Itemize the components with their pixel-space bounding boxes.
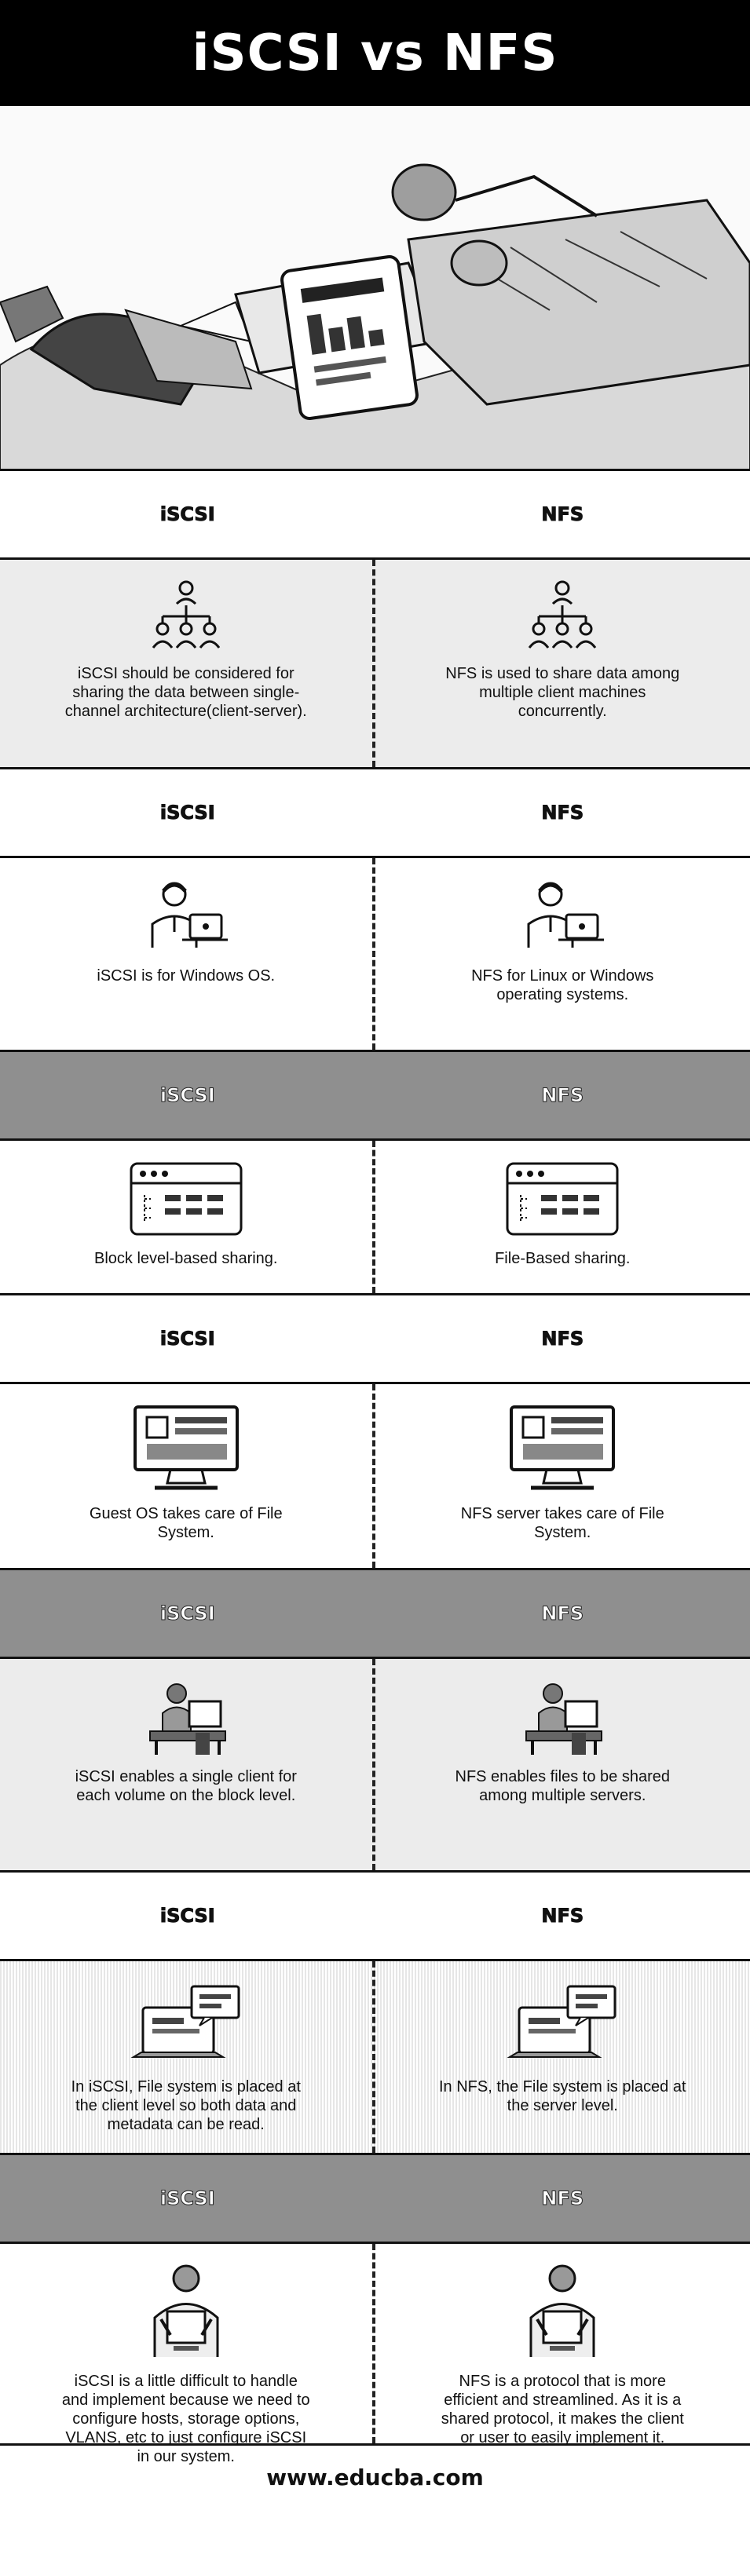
iscsi-cell: iSCSI is for Windows OS. [0,858,375,1050]
iscsi-description: In iSCSI, File system is placed at the c… [71,2078,301,2133]
column-header-band-1: iSCSI NFS [0,471,750,557]
nfs-description: File-Based sharing. [495,1250,631,1267]
footer-url[interactable]: www.educba.com [266,2464,484,2490]
column-label-iscsi: iSCSI [159,1084,215,1107]
title-banner: iSCSI vs NFS [0,0,750,106]
comparison-row-3: Block level-based sharing. File-Based sh… [0,1138,750,1295]
column-label-nfs: NFS [541,503,584,526]
comparison-row-1: iSCSI should be considered for sharing t… [0,557,750,769]
hierarchy-team-icon [523,579,602,653]
column-header-band-2: iSCSI NFS [0,769,750,856]
iscsi-description: iSCSI is for Windows OS. [97,967,276,985]
person-at-desk-icon [139,1678,233,1756]
iscsi-cell: iSCSI should be considered for sharing t… [0,560,375,767]
nfs-cell: NFS is used to share data among multiple… [375,560,750,767]
column-label-iscsi: iSCSI [159,1905,215,1927]
hierarchy-team-icon [147,579,225,653]
iscsi-cell: iSCSI is a little difficult to handle an… [0,2244,375,2465]
browser-window-icon [127,1160,245,1238]
nfs-description: NFS for Linux or Windows operating syste… [471,967,654,1003]
column-label-iscsi: iSCSI [159,1602,215,1625]
column-label-iscsi: iSCSI [159,503,215,526]
nfs-cell: NFS server takes care of File System. [375,1384,750,1568]
desktop-monitor-icon [507,1403,617,1493]
nfs-cell: In NFS, the File system is placed at the… [375,1961,750,2153]
column-label-nfs: NFS [541,1602,584,1625]
iscsi-description: iSCSI should be considered for sharing t… [64,665,307,720]
laptop-message-icon [503,1980,621,2066]
iscsi-description: Block level-based sharing. [94,1250,278,1267]
column-label-nfs: NFS [541,1328,584,1350]
footer: www.educba.com [0,2446,750,2508]
person-at-desk-icon [515,1678,609,1756]
comparison-row-2: iSCSI is for Windows OS. NFS for Linux o… [0,856,750,1052]
column-header-band-5: iSCSI NFS [0,1570,750,1657]
column-label-nfs: NFS [541,1084,584,1107]
comparison-row-6: In iSCSI, File system is placed at the c… [0,1959,750,2155]
person-computer-topview-icon [139,2263,233,2361]
column-label-iscsi: iSCSI [159,802,215,824]
comparison-row-7: iSCSI is a little difficult to handle an… [0,2242,750,2465]
nfs-description: NFS is a protocol that is more efficient… [441,2373,684,2446]
nfs-cell: File-Based sharing. [375,1141,750,1293]
column-label-nfs: NFS [541,802,584,824]
browser-window-icon [503,1160,621,1238]
person-laptop-icon [519,877,605,955]
person-laptop-icon [143,877,229,955]
column-header-band-4: iSCSI NFS [0,1295,750,1382]
person-computer-topview-icon [515,2263,609,2361]
column-label-iscsi: iSCSI [159,2187,215,2210]
nfs-cell: NFS enables files to be shared among mul… [375,1659,750,1870]
iscsi-description: Guest OS takes care of File System. [89,1505,283,1541]
hero-illustration [0,106,750,471]
desktop-monitor-icon [131,1403,241,1493]
nfs-description: NFS enables files to be shared among mul… [455,1768,671,1804]
iscsi-cell: In iSCSI, File system is placed at the c… [0,1961,375,2153]
iscsi-description: iSCSI enables a single client for each v… [75,1768,297,1804]
laptop-message-icon [127,1980,245,2066]
nfs-description: In NFS, the File system is placed at the… [438,2078,686,2114]
column-header-band-6: iSCSI NFS [0,1873,750,1959]
comparison-row-5: iSCSI enables a single client for each v… [0,1657,750,1873]
iscsi-description: iSCSI is a little difficult to handle an… [61,2373,310,2465]
iscsi-cell: iSCSI enables a single client for each v… [0,1659,375,1870]
nfs-cell: NFS for Linux or Windows operating syste… [375,858,750,1050]
nfs-cell: NFS is a protocol that is more efficient… [375,2244,750,2446]
comparison-row-4: Guest OS takes care of File System. NFS … [0,1382,750,1570]
column-header-band-7: iSCSI NFS [0,2155,750,2242]
page-title: iSCSI vs NFS [192,24,558,82]
person-with-tablet-illustration [0,106,750,469]
column-header-band-3: iSCSI NFS [0,1052,750,1138]
nfs-description: NFS server takes care of File System. [460,1505,664,1541]
iscsi-cell: Guest OS takes care of File System. [0,1384,375,1568]
nfs-description: NFS is used to share data among multiple… [445,665,680,720]
column-label-nfs: NFS [541,2187,584,2210]
column-label-nfs: NFS [541,1905,584,1927]
iscsi-cell: Block level-based sharing. [0,1141,375,1293]
column-label-iscsi: iSCSI [159,1328,215,1350]
